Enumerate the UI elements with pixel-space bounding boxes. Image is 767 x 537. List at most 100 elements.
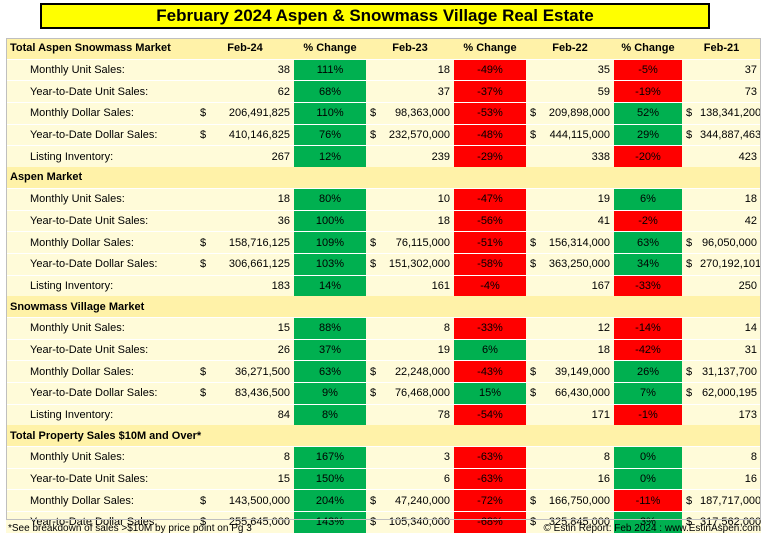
row-label: Monthly Unit Sales:: [6, 58, 196, 81]
section-title: Aspen Market: [6, 167, 196, 189]
percent-change-cell: -63%: [454, 446, 526, 469]
col-feb-21-header: Feb-21: [682, 38, 761, 60]
value-cell: 206,491,825: [210, 102, 294, 125]
value-cell: 8: [210, 446, 294, 469]
row-label: Listing Inventory:: [6, 145, 196, 168]
dollar-sign: [682, 209, 696, 232]
value-cell: 18: [696, 187, 761, 210]
value-cell: 12: [540, 316, 614, 340]
dollar-sign: $: [366, 360, 380, 383]
value-cell: 173: [696, 403, 761, 426]
value-cell: 36,271,500: [210, 360, 294, 383]
value-cell: 423: [696, 145, 761, 168]
row-label: Year-to-Date Dollar Sales:: [6, 252, 196, 276]
dollar-sign: [682, 316, 696, 340]
percent-change-cell: -54%: [454, 403, 526, 426]
table-row: Listing Inventory: 183 14% 161 -4% 167 -33% 250: [6, 274, 761, 297]
dollar-sign: $: [682, 102, 696, 125]
row-label: Monthly Unit Sales:: [6, 446, 196, 469]
dollar-sign: [682, 80, 696, 103]
value-cell: 76,468,000: [380, 382, 454, 405]
dollar-sign: [196, 446, 210, 469]
dollar-sign: [366, 145, 380, 168]
dollar-sign: [366, 316, 380, 340]
dollar-sign: $: [682, 123, 696, 146]
percent-change-cell: -20%: [614, 145, 682, 168]
section-spacer: [196, 425, 761, 447]
section-title: Total Property Sales $10M and Over*: [6, 425, 201, 447]
dollar-sign: [526, 403, 540, 426]
value-cell: 250: [696, 274, 761, 297]
percent-change-cell: 100%: [294, 209, 366, 232]
percent-change-cell: 52%: [614, 102, 682, 125]
value-cell: 18: [380, 209, 454, 232]
dollar-sign: [366, 58, 380, 81]
value-cell: 31,137,700: [696, 360, 761, 383]
percent-change-cell: 6%: [614, 187, 682, 210]
dollar-sign: [526, 467, 540, 490]
value-cell: 39,149,000: [540, 360, 614, 383]
market-table: Total Aspen Snowmass Market Feb-24% Chang…: [6, 38, 761, 533]
dollar-sign: [366, 209, 380, 232]
percent-change-cell: 109%: [294, 231, 366, 254]
percent-change-cell: 34%: [614, 252, 682, 276]
value-cell: 96,050,000: [696, 231, 761, 254]
dollar-sign: $: [526, 511, 540, 533]
value-cell: 105,340,000: [380, 511, 454, 533]
percent-change-cell: 0%: [614, 467, 682, 490]
value-cell: 38: [210, 58, 294, 81]
row-label: Year-to-Date Unit Sales:: [6, 467, 196, 490]
percent-change-cell: -53%: [454, 102, 526, 125]
value-cell: 84: [210, 403, 294, 426]
value-cell: 166,750,000: [540, 489, 614, 512]
value-cell: 37: [696, 58, 761, 81]
percent-change-cell: 0%: [614, 446, 682, 469]
value-cell: 36: [210, 209, 294, 232]
percent-change-cell: 6%: [454, 338, 526, 361]
row-label: Year-to-Date Unit Sales:: [6, 209, 196, 232]
percent-change-cell: 7%: [614, 382, 682, 405]
table-row: Year-to-Date Unit Sales: 36 100% 18 -56% 41 -2…: [6, 209, 761, 232]
value-cell: 344,887,463: [696, 123, 761, 146]
value-cell: 444,115,000: [540, 123, 614, 146]
value-cell: 10: [380, 187, 454, 210]
value-cell: 18: [210, 187, 294, 210]
percent-change-cell: -5%: [614, 58, 682, 81]
col-change-3-header: % Change: [614, 38, 682, 60]
table-row: Year-to-Date Dollar Sales: $83,436,500 9% $…: [6, 382, 761, 405]
value-cell: 18: [540, 338, 614, 361]
dollar-sign: [682, 187, 696, 210]
dollar-sign: $: [366, 489, 380, 512]
section-spacer: [196, 296, 761, 318]
dollar-sign: [366, 80, 380, 103]
percent-change-cell: -63%: [454, 467, 526, 490]
table-row: Monthly Dollar Sales: $206,491,825 110% $98…: [6, 102, 761, 125]
dollar-sign: [526, 316, 540, 340]
row-label: Listing Inventory:: [6, 274, 196, 297]
percent-change-cell: -1%: [614, 403, 682, 426]
percent-change-cell: 88%: [294, 316, 366, 340]
section-header-row: Total Aspen Snowmass Market Feb-24% Chang…: [6, 38, 761, 60]
dollar-sign: [526, 58, 540, 81]
dollar-sign: $: [526, 252, 540, 276]
dollar-sign: [682, 446, 696, 469]
value-cell: 22,248,000: [380, 360, 454, 383]
percent-change-cell: -58%: [454, 252, 526, 276]
value-cell: 42: [696, 209, 761, 232]
value-cell: 183: [210, 274, 294, 297]
percent-change-cell: 3%: [614, 511, 682, 533]
dollar-sign: [196, 467, 210, 490]
dollar-sign: [366, 338, 380, 361]
dollar-sign: [196, 80, 210, 103]
value-cell: 6: [380, 467, 454, 490]
dollar-sign: $: [196, 123, 210, 146]
percent-change-cell: 76%: [294, 123, 366, 146]
dollar-sign: $: [366, 102, 380, 125]
table-row: Monthly Dollar Sales: $158,716,125 109% $76…: [6, 231, 761, 254]
dollar-sign: $: [366, 382, 380, 405]
percent-change-cell: -48%: [454, 123, 526, 146]
dollar-sign: [682, 467, 696, 490]
table-row: Monthly Unit Sales: 15 88% 8 -33% 12 -14% 14: [6, 316, 761, 340]
row-label: Monthly Dollar Sales:: [6, 231, 196, 254]
percent-change-cell: -4%: [454, 274, 526, 297]
